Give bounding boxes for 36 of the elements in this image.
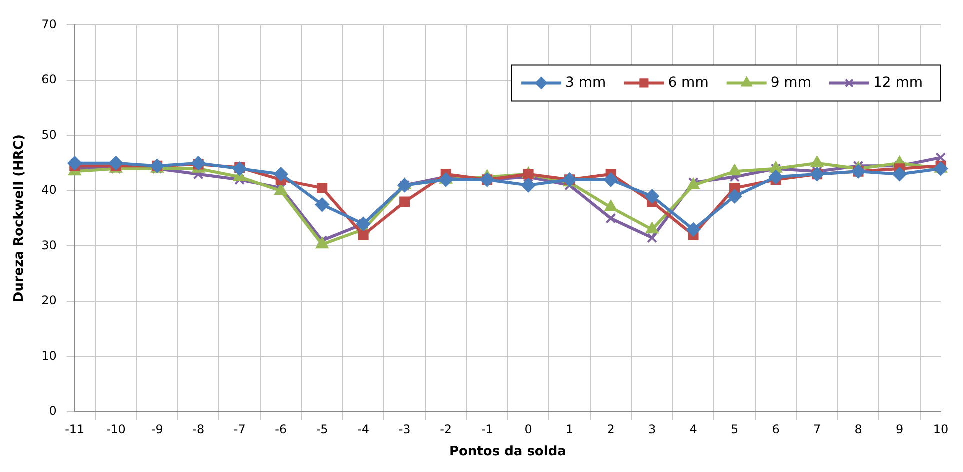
x-tick-label: 1: [566, 422, 574, 436]
x-tick-label: -9: [151, 422, 164, 436]
x-tick-label: 8: [854, 422, 862, 436]
y-tick-label: 40: [42, 183, 57, 198]
x-tick-label: 7: [813, 422, 822, 436]
x-tick-label: 4: [690, 422, 698, 436]
x-tick-label: -3: [398, 422, 411, 436]
x-tick-label: -11: [65, 422, 85, 436]
x-tick-label: 9: [896, 422, 904, 436]
x-tick-label: -10: [106, 422, 126, 436]
y-tick-label: 20: [42, 294, 57, 308]
x-tick-label: 6: [772, 422, 780, 436]
y-tick-label: 30: [42, 238, 57, 252]
x-tick-label: -5: [316, 422, 328, 436]
y-tick-label: 10: [42, 348, 57, 363]
x-tick-label: -1: [481, 422, 494, 436]
y-axis-title: Dureza Rockwell (HRC): [12, 134, 28, 303]
x-tick-label: -6: [275, 422, 288, 436]
legend-label: 9 mm: [770, 74, 812, 91]
x-tick-label: -2: [440, 422, 452, 436]
legend-label: 6 mm: [668, 74, 709, 91]
x-tick-label: -4: [358, 422, 370, 436]
x-tick-label: 10: [933, 422, 949, 436]
x-tick-label: 0: [524, 422, 532, 436]
y-tick-label: 70: [42, 17, 57, 32]
x-tick-label: -7: [234, 422, 246, 436]
legend-label: 12 mm: [873, 74, 924, 91]
y-tick-label: 50: [42, 128, 57, 142]
x-axis-title: Pontos da solda: [449, 444, 566, 460]
y-tick-label: 60: [42, 72, 57, 87]
y-tick-label: 0: [49, 404, 57, 418]
x-tick-label: -8: [192, 422, 205, 436]
x-tick-label: 5: [730, 422, 739, 436]
x-tick-label: 2: [607, 422, 615, 436]
x-tick-label: 3: [648, 422, 656, 436]
legend-label: 3 mm: [566, 74, 606, 91]
